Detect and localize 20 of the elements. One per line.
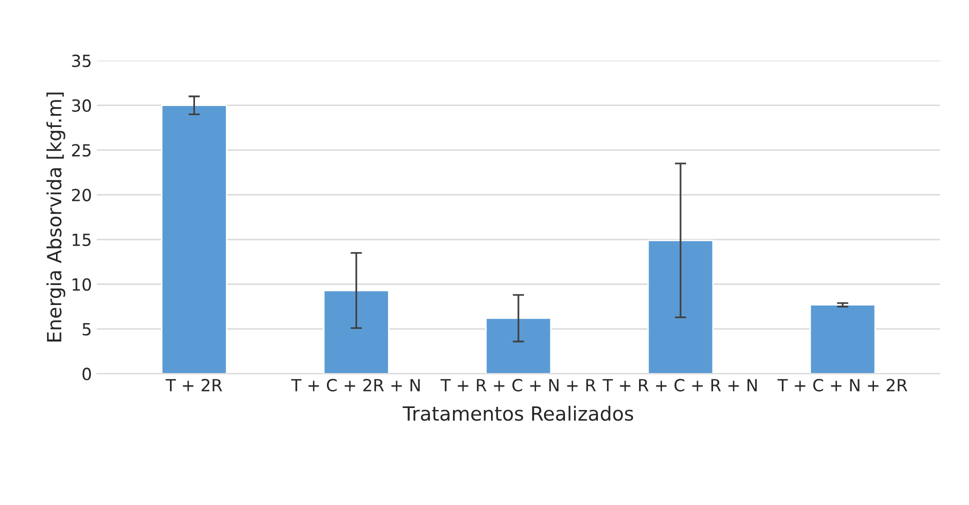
y-tick-label: 10: [72, 278, 91, 291]
x-tick-label: T + R + C + N + R: [440, 378, 596, 392]
y-tick-label: 20: [72, 188, 91, 202]
y-tick-label: 30: [72, 99, 91, 112]
y-tick-label: 5: [82, 323, 91, 336]
y-tick-label: 35: [72, 54, 91, 68]
x-tick-label: T + R + C + R + N: [602, 378, 757, 392]
y-tick-label: 25: [72, 144, 91, 157]
bar: [161, 104, 228, 374]
x-tick-label: T + 2R: [166, 378, 222, 392]
x-tick-label: T + C + N + 2R: [778, 378, 908, 392]
bar: [323, 290, 390, 374]
bar: [485, 318, 552, 374]
y-tick-label: 15: [72, 234, 91, 246]
y-axis-title: Energia Absorvida [kgf.m]: [46, 92, 66, 342]
x-tick-label: T + C + 2R + N: [291, 378, 420, 392]
y-tick-label: 0: [82, 368, 91, 380]
bar: [810, 304, 876, 374]
x-axis-title: Tratamentos Realizados: [402, 406, 634, 421]
bar: [647, 240, 714, 374]
